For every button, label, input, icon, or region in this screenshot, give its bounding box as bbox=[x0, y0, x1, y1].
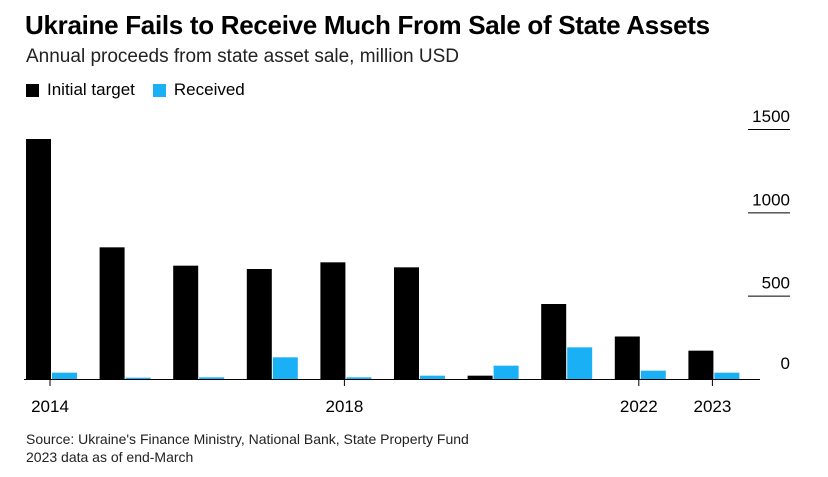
legend-item-initial-target: Initial target bbox=[26, 80, 135, 100]
bar-received-2014 bbox=[52, 372, 77, 379]
bar-initial-target-2015 bbox=[99, 247, 125, 379]
footer: Source: Ukraine's Finance Ministry, Nati… bbox=[26, 430, 469, 466]
bar-received-2016 bbox=[199, 377, 225, 379]
bar-initial-target-2022 bbox=[614, 336, 640, 379]
bar-received-2015 bbox=[125, 377, 151, 379]
y-tick-label-1500: 1500 bbox=[752, 107, 790, 126]
legend-swatch-initial-target bbox=[26, 83, 39, 97]
data-note: 2023 data as of end-March bbox=[26, 449, 194, 465]
x-tick-label-2014: 2014 bbox=[31, 397, 69, 416]
x-tick-label-2022: 2022 bbox=[620, 397, 658, 416]
bar-received-2021 bbox=[567, 347, 593, 379]
bar-initial-target-2020 bbox=[467, 375, 493, 379]
legend-label-initial-target: Initial target bbox=[47, 80, 135, 99]
x-tick-label-2018: 2018 bbox=[325, 397, 363, 416]
y-tick-label-0: 0 bbox=[781, 354, 790, 373]
bar-initial-target-2019 bbox=[394, 267, 419, 379]
legend-item-received: Received bbox=[152, 80, 245, 100]
x-tick-label-2023: 2023 bbox=[693, 397, 731, 416]
legend: Initial target Received bbox=[26, 80, 263, 100]
source-note: Source: Ukraine's Finance Ministry, Nati… bbox=[26, 431, 469, 447]
bar-initial-target-2018 bbox=[320, 262, 346, 379]
bar-received-2017 bbox=[272, 357, 298, 379]
bar-initial-target-2023 bbox=[688, 350, 714, 379]
chart-title: Ukraine Fails to Receive Much From Sale … bbox=[25, 10, 710, 40]
bar-initial-target-2021 bbox=[541, 304, 567, 379]
chart-subtitle: Annual proceeds from state asset sale, m… bbox=[26, 46, 459, 67]
legend-swatch-received bbox=[152, 83, 166, 97]
bar-received-2019 bbox=[420, 375, 445, 379]
y-tick-label-500: 500 bbox=[762, 274, 790, 293]
bar-received-2018 bbox=[346, 377, 372, 379]
bar-received-2020 bbox=[493, 365, 519, 379]
bar-initial-target-2014 bbox=[26, 139, 51, 379]
y-tick-label-1000: 1000 bbox=[752, 190, 790, 209]
bar-initial-target-2017 bbox=[246, 269, 272, 379]
bar-received-2023 bbox=[714, 372, 740, 379]
legend-label-received: Received bbox=[173, 80, 245, 99]
bar-received-2022 bbox=[640, 370, 666, 379]
bar-initial-target-2016 bbox=[173, 265, 199, 379]
